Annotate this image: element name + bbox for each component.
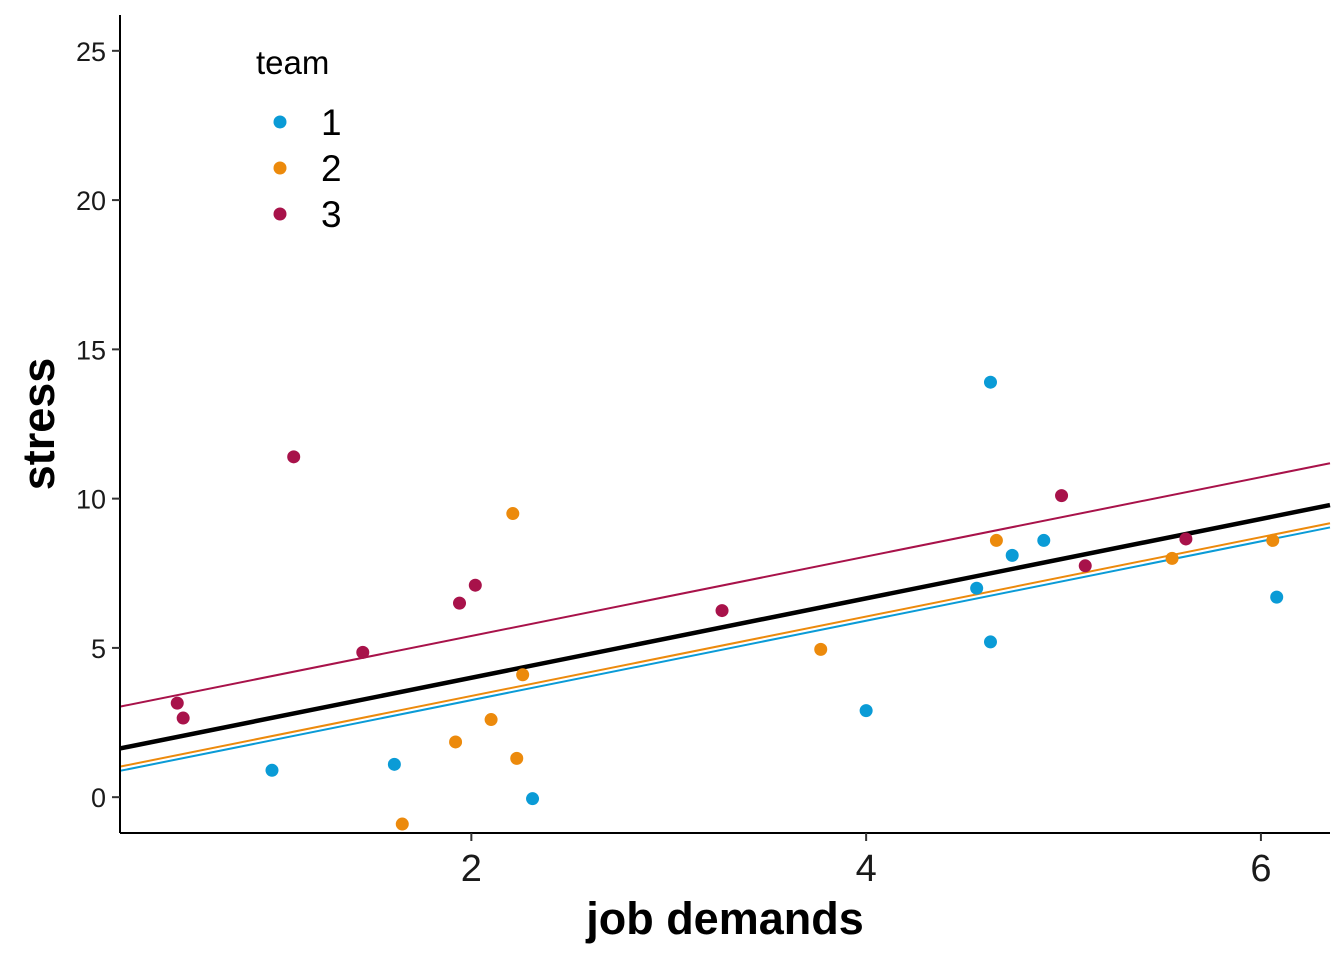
axes: 2 4 6 0 5 10 15 20 25 — [76, 15, 1330, 890]
point-team-1 — [1270, 590, 1284, 604]
point-team-2 — [510, 751, 524, 765]
x-axis-title: job demands — [585, 893, 864, 944]
point-team-3 — [453, 596, 467, 610]
fit-lines — [119, 462, 1331, 772]
point-team-3 — [1055, 489, 1069, 503]
point-team-3 — [1179, 532, 1193, 546]
x-ticks: 2 4 6 — [461, 833, 1271, 890]
point-team-3 — [176, 711, 190, 725]
point-team-1 — [265, 763, 279, 777]
fit-line-team-1 — [119, 526, 1331, 772]
y-tick-label: 10 — [76, 485, 106, 515]
data-points — [170, 375, 1284, 831]
point-team-1 — [983, 375, 997, 389]
overall-fit-line — [119, 502, 1331, 751]
legend-key-team-1 — [273, 115, 287, 129]
point-team-2 — [449, 735, 463, 749]
point-team-3 — [715, 604, 729, 618]
point-team-2 — [989, 533, 1003, 547]
point-team-2 — [814, 642, 828, 656]
y-axis-title: stress — [13, 358, 64, 491]
point-team-1 — [387, 757, 401, 771]
y-tick-label: 25 — [76, 37, 106, 67]
point-team-2 — [1266, 533, 1280, 547]
point-team-2 — [395, 817, 409, 831]
point-team-2 — [516, 668, 530, 682]
point-team-2 — [506, 507, 520, 521]
fit-line-team-3 — [119, 462, 1331, 708]
x-tick-label: 6 — [1250, 848, 1271, 890]
legend: team 1 2 3 — [256, 44, 342, 235]
legend-label-team-3: 3 — [321, 194, 342, 235]
point-team-3 — [170, 696, 184, 710]
point-team-1 — [1037, 533, 1051, 547]
point-team-3 — [356, 645, 370, 659]
y-tick-label: 15 — [76, 335, 106, 365]
legend-label-team-2: 2 — [321, 148, 342, 189]
point-team-3 — [468, 578, 482, 592]
point-team-1 — [1005, 548, 1019, 562]
legend-key-team-2 — [273, 161, 287, 175]
point-team-1 — [859, 704, 873, 718]
legend-key-team-3 — [273, 207, 287, 221]
y-ticks: 0 5 10 15 20 25 — [76, 37, 120, 813]
point-team-1 — [970, 581, 984, 595]
point-team-2 — [1165, 551, 1179, 565]
legend-title: team — [256, 44, 329, 81]
x-tick-label: 2 — [461, 848, 482, 890]
y-tick-label: 20 — [76, 186, 106, 216]
point-team-1 — [526, 792, 540, 806]
legend-label-team-1: 1 — [321, 102, 342, 143]
point-team-2 — [484, 713, 498, 727]
point-team-1 — [983, 635, 997, 649]
y-tick-label: 0 — [91, 783, 106, 813]
legend-items: 1 2 3 — [273, 102, 342, 235]
x-tick-label: 4 — [856, 848, 877, 890]
point-team-3 — [1078, 559, 1092, 573]
point-team-3 — [287, 450, 301, 464]
y-tick-label: 5 — [91, 634, 106, 664]
fit-line-team-2 — [119, 522, 1331, 768]
